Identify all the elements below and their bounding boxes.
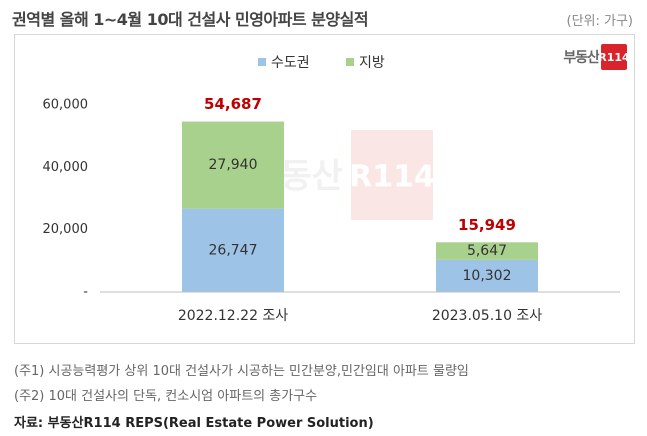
y-tick-label-2: 20,000	[43, 222, 89, 237]
total-label-2: 15,949	[458, 216, 516, 234]
legend-swatch-1	[258, 58, 266, 66]
r114-logo: 부동산 R114	[563, 44, 630, 70]
chart-title: 권역별 올해 1~4월 10대 건설사 민영아파트 분양실적	[12, 10, 369, 29]
x-tick-label-2: 2023.05.10 조사	[432, 308, 542, 324]
y-tick-label-1: -	[83, 285, 88, 300]
footnote-1: (주1) 시공능력평가 상위 10대 건설사가 시공하는 민간분양,민간임대 아…	[14, 364, 469, 379]
bar-2-2	[436, 242, 538, 260]
bar-label-2-2: 5,647	[467, 243, 507, 259]
unit-label: (단위: 가구)	[566, 14, 634, 29]
x-tick-label-1: 2022.12.22 조사	[178, 308, 288, 324]
bar-1-1	[182, 208, 284, 292]
watermark-mark: R114	[349, 160, 435, 195]
source-line: 자료: 부동산R114 REPS(Real Estate Power Solut…	[14, 416, 374, 431]
bar-label-2-1: 10,302	[463, 268, 512, 284]
y-tick-label-4: 60,000	[43, 98, 89, 113]
total-label-1: 54,687	[204, 95, 262, 113]
bar-1-2	[182, 121, 284, 209]
chart-panel	[14, 34, 635, 344]
logo-text: 부동산	[563, 50, 600, 66]
legend-swatch-2	[346, 58, 354, 66]
legend-label-2: 지방	[359, 55, 385, 71]
watermark-box	[351, 130, 433, 220]
bar-label-1-1: 26,747	[209, 242, 258, 258]
bar-label-1-2: 27,940	[209, 157, 258, 173]
logo-mark: R114	[598, 44, 630, 70]
bar-2-1	[436, 259, 538, 292]
legend-label-1: 수도권	[271, 55, 310, 71]
footnote-2: (주2) 10대 건설사의 단독, 컨소시엄 아파트의 총가구수	[14, 389, 318, 404]
y-tick-label-3: 40,000	[43, 160, 89, 175]
